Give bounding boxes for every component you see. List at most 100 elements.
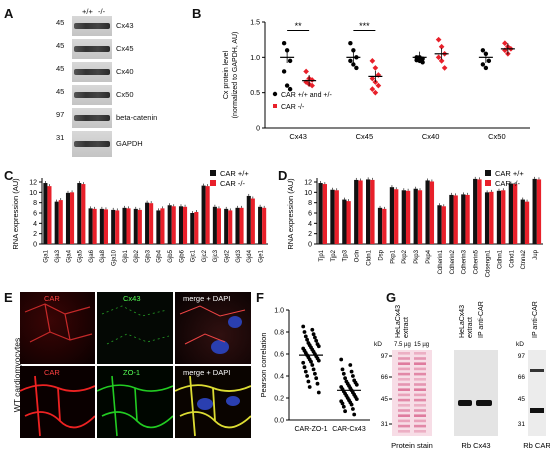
stained-band (414, 398, 426, 402)
mw-marker: 97 (56, 110, 65, 119)
mw-marker: 45 (56, 64, 65, 73)
mw-marker: 31 (381, 421, 389, 428)
stained-band (398, 357, 410, 360)
blot-band (74, 92, 110, 98)
bar (524, 201, 530, 244)
y-tick-label: 1.0 (274, 308, 284, 315)
y-tick-label: 0.6 (274, 352, 284, 359)
column-header: HeLaCx43extract (459, 305, 474, 338)
bar (413, 188, 418, 244)
bar (58, 200, 63, 244)
x-tick-label: Gjd2 (224, 249, 230, 262)
panel-letter-e: E (4, 290, 13, 305)
bar (532, 178, 537, 244)
x-tick-label: Gja4 (66, 249, 72, 262)
data-point (314, 338, 319, 343)
data-point (348, 58, 353, 64)
bar (437, 205, 442, 244)
mw-marker: 45 (381, 396, 389, 403)
stained-band (398, 404, 410, 407)
stained-band (414, 404, 426, 407)
sig-stars: ** (295, 21, 303, 31)
bar (190, 213, 195, 244)
legend-label: CAR +/+ (220, 169, 249, 178)
bar (346, 201, 351, 244)
panel-letter-f: F (256, 290, 264, 305)
bar (103, 209, 108, 244)
data-point (314, 376, 319, 381)
legend-marker (485, 170, 491, 176)
stained-band (398, 362, 410, 365)
x-tick-label: Gjc3 (213, 249, 219, 262)
stained-band (414, 352, 426, 355)
y-tick-label: 12 (304, 180, 312, 187)
data-point (483, 65, 489, 71)
mw-marker: 97 (381, 353, 389, 360)
panel-letter-d: D (278, 168, 288, 183)
x-tick-label: Gjb2 (134, 249, 140, 262)
bar (246, 195, 251, 244)
data-point (316, 390, 321, 395)
x-tick-label: Gjb4 (157, 249, 163, 262)
y-tick-label: 0.2 (274, 396, 284, 403)
x-tick-label: Gjb1 (123, 249, 129, 262)
data-point (315, 381, 320, 386)
kd-label: kD (516, 341, 524, 348)
stained-band (398, 352, 410, 355)
bar (461, 194, 466, 244)
bar (429, 181, 435, 244)
bar (318, 183, 323, 244)
blot-strip (72, 62, 112, 82)
x-tick-label: Gjd3 (236, 249, 242, 262)
bar (382, 208, 387, 244)
data-point (305, 374, 309, 378)
column-header: IP anti-CAR (532, 301, 539, 338)
panel-letter-a: A (4, 6, 14, 21)
bar-chart-c: 0 2 4 6 8 10 12 RNA expression (AU) Gja1 Gja3 Gja4… (11, 169, 268, 266)
data-point (316, 358, 321, 363)
bar (250, 198, 255, 244)
x-tick-label: Ctnna2 (521, 249, 527, 269)
bar (322, 184, 327, 244)
data-point (480, 48, 486, 53)
data-point (343, 376, 347, 381)
y-tick-label: 6 (308, 211, 312, 218)
data-point (307, 385, 312, 389)
data-point (341, 371, 346, 376)
mw-marker: 66 (381, 374, 389, 381)
data-point (348, 41, 353, 46)
bar (477, 179, 482, 244)
stain-label: CAR (44, 294, 60, 303)
bar (425, 180, 430, 244)
data-point (284, 48, 290, 53)
x-tick-label: Gja1 (44, 249, 50, 262)
blot-band (74, 69, 110, 75)
bar (334, 190, 339, 244)
cx43-band (458, 400, 472, 406)
bar-chart-d: 0 2 4 6 8 10 12 RNA expression (AU) Tjp1 Tjp2 Tjp3… (286, 169, 543, 277)
data-point (310, 363, 315, 367)
x-tick-label: Pkp3 (414, 249, 420, 263)
data-point (311, 332, 316, 337)
data-point (301, 324, 306, 329)
data-point (372, 89, 379, 96)
data-point (351, 48, 356, 53)
y-tick-label: 8 (33, 200, 37, 207)
stained-band (414, 362, 426, 365)
x-tick-label: Gjd4 (247, 249, 253, 262)
x-tick-label: Gjb3 (145, 249, 151, 262)
bar (484, 192, 490, 244)
y-tick-label: 8 (308, 200, 312, 207)
y-axis-label: Pearson correlation (259, 332, 268, 397)
bar (330, 189, 335, 244)
bar (235, 207, 240, 244)
x-tick-label: Cdnd1 (509, 249, 515, 267)
stained-band (414, 383, 426, 386)
y-tick-label: 4 (33, 221, 37, 228)
y-tick-label: 6 (33, 211, 37, 218)
data-point (351, 407, 355, 411)
stained-band (414, 419, 426, 423)
panel-letter-b: B (192, 6, 202, 21)
blot-band (74, 23, 110, 29)
bar (417, 190, 423, 244)
